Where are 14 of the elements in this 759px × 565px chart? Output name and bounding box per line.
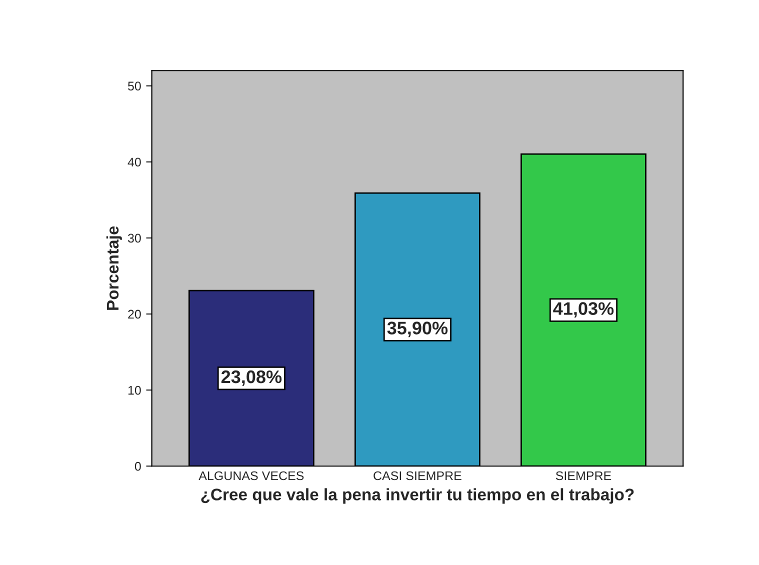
y-tick-label: 0 xyxy=(134,462,141,471)
y-tick-label: 40 xyxy=(128,158,141,167)
y-tick-label: 30 xyxy=(128,234,141,243)
x-tick-label: CASI SIEMPRE xyxy=(374,471,462,480)
y-tick-label: 20 xyxy=(128,310,141,319)
y-tick-label: 10 xyxy=(128,386,141,395)
data-label: 35,90% xyxy=(387,322,448,338)
y-axis-title: Porcentaje xyxy=(106,226,122,310)
data-label: 23,08% xyxy=(221,370,282,386)
x-axis-title: ¿Cree que vale la pena invertir tu tiempo en el trabajo? xyxy=(201,488,634,504)
x-tick-label: SIEMPRE xyxy=(556,471,612,480)
x-tick-label: ALGUNAS VECES xyxy=(198,471,304,480)
y-tick-label: 50 xyxy=(128,82,141,90)
data-label: 41,03% xyxy=(553,302,614,318)
